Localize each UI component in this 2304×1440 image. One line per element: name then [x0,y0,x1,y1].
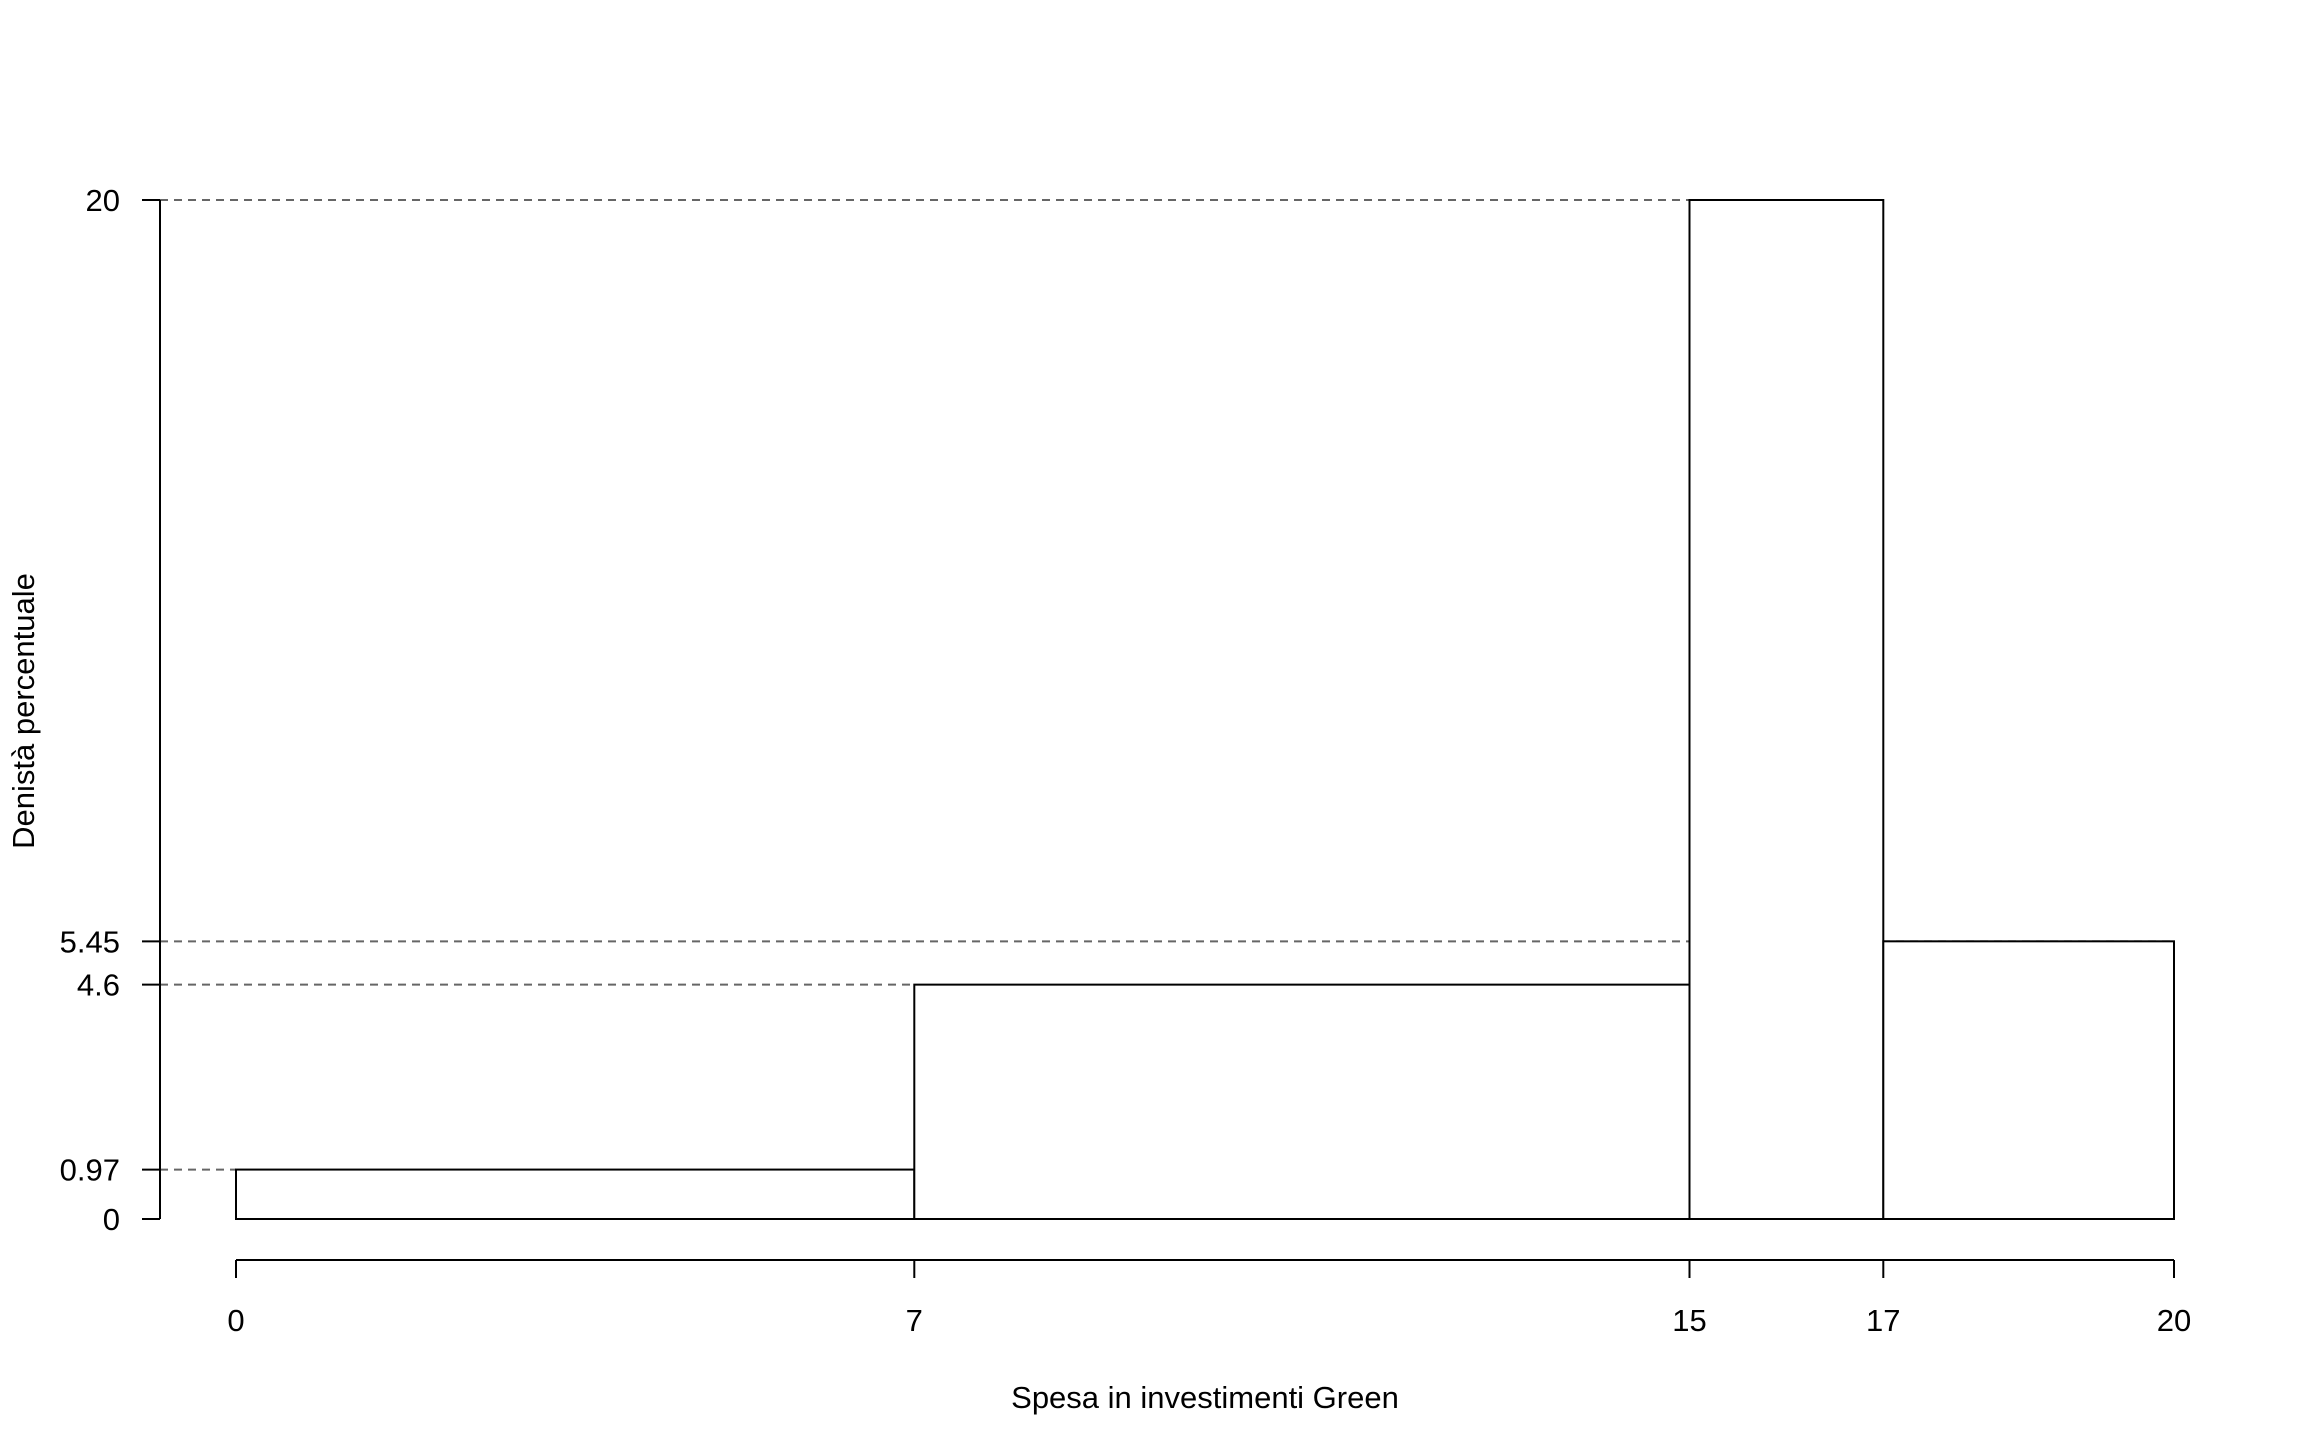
y-tick-label: 4.6 [77,968,120,1003]
x-tick-label: 20 [2157,1303,2191,1338]
x-tick-label: 0 [227,1303,244,1338]
y-axis: 0 0.97 4.6 5.45 20 [60,183,161,1237]
y-tick-label: 5.45 [60,924,120,959]
histogram-bar [235,1168,916,1220]
reference-lines [160,199,2174,1171]
y-tick-label: 0.97 [60,1153,120,1188]
y-axis-title: Denistà percentuale [6,573,41,849]
histogram-bars [235,199,2176,1220]
histogram-bar [1688,199,1885,1220]
x-axis-title: Spesa in investimenti Green [1011,1380,1399,1415]
y-tick-label: 20 [86,183,120,218]
x-axis: 0 7 15 17 20 [227,1259,2191,1338]
histogram-bar [1882,940,2176,1220]
x-tick-label: 15 [1672,1303,1706,1338]
histogram-bar [913,983,1691,1220]
x-tick-label: 7 [906,1303,923,1338]
x-tick-label: 17 [1866,1303,1900,1338]
y-tick-label: 0 [103,1202,120,1237]
